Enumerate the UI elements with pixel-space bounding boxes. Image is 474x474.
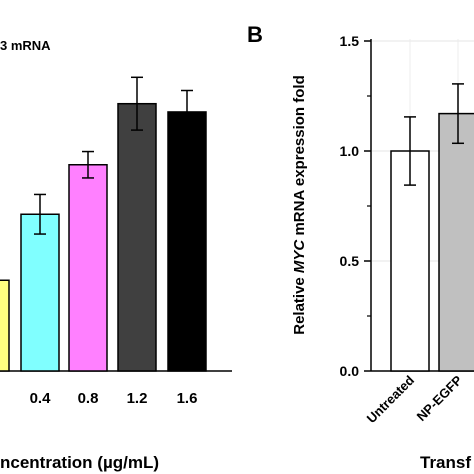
panel-b-x-tick-label-0: Untreated [364, 372, 418, 426]
panel-b-y-tick-label-2: 1.0 [340, 143, 360, 159]
panel-b-bar-0 [390, 150, 430, 372]
panel-b-y-axis-label-gene: MYC [291, 239, 308, 274]
panel-a-x-tick-label-2: 0.8 [78, 390, 99, 407]
panel-b-y-tick-label-0: 0.0 [340, 363, 360, 379]
panel-a-x-tick-label-1: 0.4 [30, 390, 52, 407]
panel-b-x-axis-label: Transf [420, 453, 471, 472]
panel-a-bar-3 [117, 102, 157, 372]
panel-a-bar-0 [0, 279, 10, 372]
panel-b-y-tick-label-3: 1.5 [340, 33, 360, 49]
panel-b-x-tick-label-1: NP-EGFP [414, 372, 466, 424]
panel-a-x-tick-label-4: 1.6 [177, 390, 198, 407]
panel-b-y-axis-label-part1: Relative [291, 273, 308, 335]
panel-b-y-axis-label: Relative MYC mRNA expression fold [291, 75, 308, 335]
panel-b: B Relative MYC mRNA expression fold Tran… [247, 22, 474, 472]
panel-a-title: 3 mRNA [0, 38, 51, 53]
panel-b-y-tick-label-1: 0.5 [340, 253, 360, 269]
panel-b-y-axis-label-part2: mRNA expression fold [291, 75, 308, 239]
panel-a-bar-2 [68, 164, 108, 372]
panel-a: 3 mRNA ncentration (µg/mL) 0.4 0.8 1.2 1.6 [0, 38, 232, 472]
panel-a-x-axis-label: ncentration (µg/mL) [0, 453, 159, 472]
panel-b-bar-1 [438, 112, 474, 372]
panel-a-bar-1 [20, 213, 60, 372]
panel-b-label: B [247, 22, 263, 47]
panel-a-bar-4 [167, 111, 207, 372]
panel-a-x-tick-label-3: 1.2 [127, 390, 148, 407]
